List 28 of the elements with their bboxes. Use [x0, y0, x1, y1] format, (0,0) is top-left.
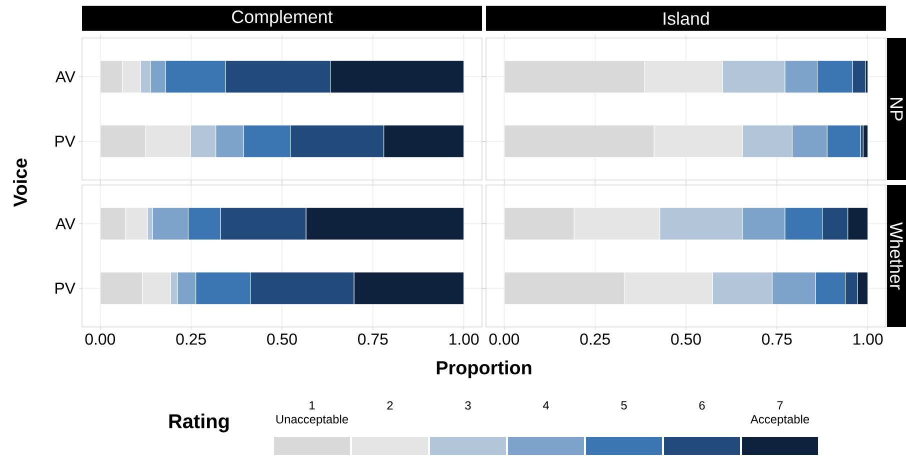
x-tick-label: 0.25: [580, 334, 610, 345]
text: 5: [621, 401, 627, 410]
chart-title: Complement: [232, 10, 333, 27]
text: 7 Acceptable: [750, 401, 810, 426]
x-tick-label: 0.25: [176, 334, 206, 345]
text: 4: [542, 401, 549, 410]
y-tick-label: PV: [56, 282, 76, 294]
x-tick-label: 1.00: [854, 334, 883, 345]
y-tick-label: PV: [56, 136, 76, 147]
text: NP: [890, 98, 903, 121]
y-tick-label: AV: [55, 71, 76, 82]
x-axis-title: Proportion: [436, 360, 532, 378]
x-tick-label: 1.00: [450, 334, 479, 345]
x-tick-label: 0.75: [762, 334, 792, 345]
x-tick-label: 0.50: [267, 334, 297, 345]
text: 1 Unacceptable: [276, 401, 348, 426]
y-tick-label: AV: [55, 218, 76, 230]
text: 6: [699, 401, 705, 410]
y-axis-title: Voice: [13, 158, 27, 207]
chart-title: Island: [664, 12, 709, 25]
text: 3: [465, 401, 471, 410]
x-tick-label: 0.50: [671, 334, 701, 345]
x-tick-label: 0.00: [489, 334, 520, 345]
x-tick-label: 0.75: [358, 334, 388, 345]
x-tick-label: 0.00: [85, 334, 116, 345]
legend-title: Rating: [169, 414, 229, 432]
text: Whether: [890, 222, 904, 290]
text: 2: [387, 401, 393, 410]
